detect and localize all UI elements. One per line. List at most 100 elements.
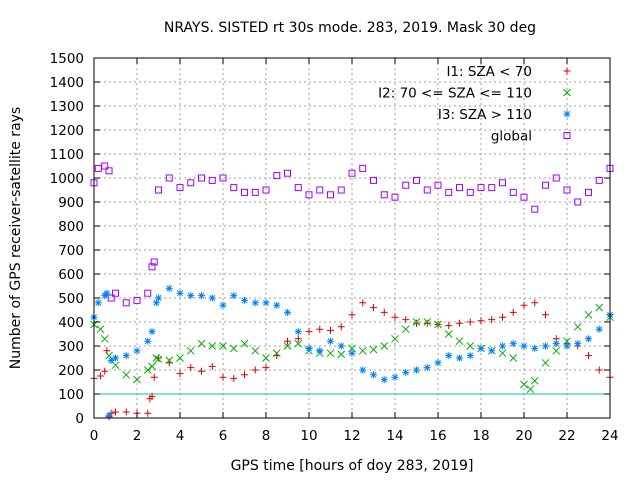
data-point [96,372,104,380]
data-point [112,408,119,416]
data-point [380,342,389,350]
data-point [477,317,485,325]
data-point [208,176,216,184]
data-point [434,181,442,189]
data-point [96,325,105,334]
y-axis-label: Number of GPS receiver-satellite rays [8,107,24,369]
data-point [305,328,313,336]
data-point [262,364,270,372]
data-point [402,181,410,189]
data-point [542,181,549,189]
data-point [197,339,206,348]
legend-marker [563,67,571,75]
data-point [391,373,399,381]
data-point [144,289,152,297]
data-point [337,342,345,350]
data-point [230,374,238,382]
data-point [337,350,346,359]
data-point [444,330,453,338]
y-tick-label: 700 [58,243,84,259]
data-point [369,345,378,354]
data-point [509,308,517,316]
data-point [144,409,152,417]
data-point [273,172,281,180]
data-point [230,292,238,300]
data-point [337,186,345,194]
data-point [148,263,156,271]
data-point [294,184,302,192]
data-point [316,347,324,355]
data-point [133,375,141,384]
data-point [423,186,431,194]
data-point [434,320,442,329]
data-point [370,371,377,379]
data-point [488,184,496,192]
data-point [531,299,539,307]
data-point [456,184,463,192]
data-point [585,188,592,196]
data-point [358,346,367,355]
y-tick-label: 900 [58,195,84,211]
data-point [251,366,259,374]
data-point [198,367,205,375]
data-point [359,164,367,172]
x-tick-label: 10 [300,428,317,444]
data-point [107,356,115,364]
x-tick-label: 16 [429,428,446,444]
data-point [154,355,163,364]
data-point [219,301,227,309]
data-point [456,319,463,327]
data-point [122,299,130,307]
data-point [176,370,184,378]
data-point [370,176,377,184]
data-point [359,299,367,307]
data-point [176,289,184,297]
data-point [413,319,420,327]
data-point [305,191,313,199]
data-points [90,162,614,421]
data-point [413,176,420,184]
data-point [284,308,291,316]
data-point [520,301,528,309]
data-point [585,335,592,343]
legend-label: I3: SZA > 110 [438,107,532,123]
legend-label: global [491,129,532,145]
data-point [520,380,528,389]
y-tick-label: 300 [58,339,84,355]
data-point [563,342,571,350]
data-point [563,186,571,194]
data-point [305,344,313,352]
data-point [101,367,109,375]
data-point [284,337,291,345]
data-point [552,346,561,355]
data-point [107,294,115,302]
data-point [186,346,195,355]
data-point [198,292,205,300]
data-point [101,162,109,170]
data-point [531,205,539,213]
x-axis-label: GPS time [hours of doy 283, 2019] [231,458,474,474]
data-point [423,319,431,327]
data-point [187,364,195,372]
data-point [445,322,453,330]
legend-marker [563,88,571,97]
data-point [165,284,173,292]
data-point [165,356,174,365]
data-point [434,359,442,367]
data-point [294,328,302,336]
data-point [94,164,102,172]
data-point [283,342,292,350]
data-point [456,354,463,362]
data-point [148,362,156,371]
data-point [112,354,119,362]
data-point [531,344,539,352]
series-4 [90,162,614,307]
data-point [348,169,356,177]
data-point [423,364,431,372]
data-point [150,258,158,266]
data-point [94,299,102,307]
x-tick-label: 6 [219,428,228,444]
data-point [499,342,506,350]
y-tick-label: 200 [58,363,84,379]
data-point [241,188,248,196]
